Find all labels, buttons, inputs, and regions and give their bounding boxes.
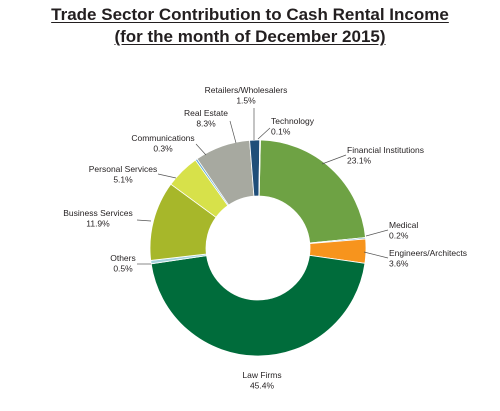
- leader-line-personal-services: [157, 173, 177, 179]
- slice-label-business-services: Business Services: [63, 208, 132, 218]
- slice-value-medical: 0.2%: [389, 231, 409, 241]
- chart-title: Trade Sector Contribution to Cash Rental…: [51, 5, 449, 24]
- slice-label-engineers-architects: Engineers/Architects: [389, 248, 467, 258]
- slice-label-financial-institutions: Financial Institutions: [347, 145, 424, 155]
- slice-label-retailers-wholesalers: Retailers/Wholesalers: [205, 85, 288, 95]
- slice-value-personal-services: 5.1%: [113, 175, 133, 185]
- leader-line-communications: [195, 143, 207, 156]
- slice-label-personal-services: Personal Services: [89, 164, 158, 174]
- leader-line-financial-institutions: [321, 154, 347, 165]
- slice-financial-institutions: [258, 139, 366, 244]
- slice-label-technology: Technology: [271, 116, 315, 126]
- chart-title-block: Trade Sector Contribution to Cash Rental…: [0, 4, 500, 48]
- leader-line-technology: [257, 127, 271, 140]
- slice-label-others: Others: [110, 253, 136, 263]
- slice-value-law-firms: 45.4%: [250, 381, 275, 391]
- slice-value-business-services: 11.9%: [86, 219, 110, 229]
- slice-technology: [258, 139, 261, 197]
- slice-value-financial-institutions: 23.1%: [347, 156, 372, 166]
- slice-label-communications: Communications: [131, 133, 194, 143]
- slice-label-law-firms: Law Firms: [242, 370, 281, 380]
- slice-label-medical: Medical: [389, 220, 418, 230]
- slice-label-real-estate: Real Estate: [184, 108, 228, 118]
- slice-value-real-estate: 8.3%: [196, 119, 216, 129]
- leader-line-medical: [365, 229, 389, 237]
- slice-value-others: 0.5%: [113, 264, 133, 274]
- slice-value-retailers-wholesalers: 1.5%: [236, 96, 256, 106]
- slice-value-technology: 0.1%: [271, 127, 291, 137]
- leader-line-engineers-architects: [363, 251, 389, 259]
- leader-line-business-services: [136, 219, 152, 222]
- leader-line-real-estate: [229, 120, 237, 144]
- slice-law-firms: [150, 254, 366, 357]
- slice-value-engineers-architects: 3.6%: [389, 259, 409, 269]
- slice-value-communications: 0.3%: [153, 144, 173, 154]
- chart-subtitle: (for the month of December 2015): [114, 27, 386, 46]
